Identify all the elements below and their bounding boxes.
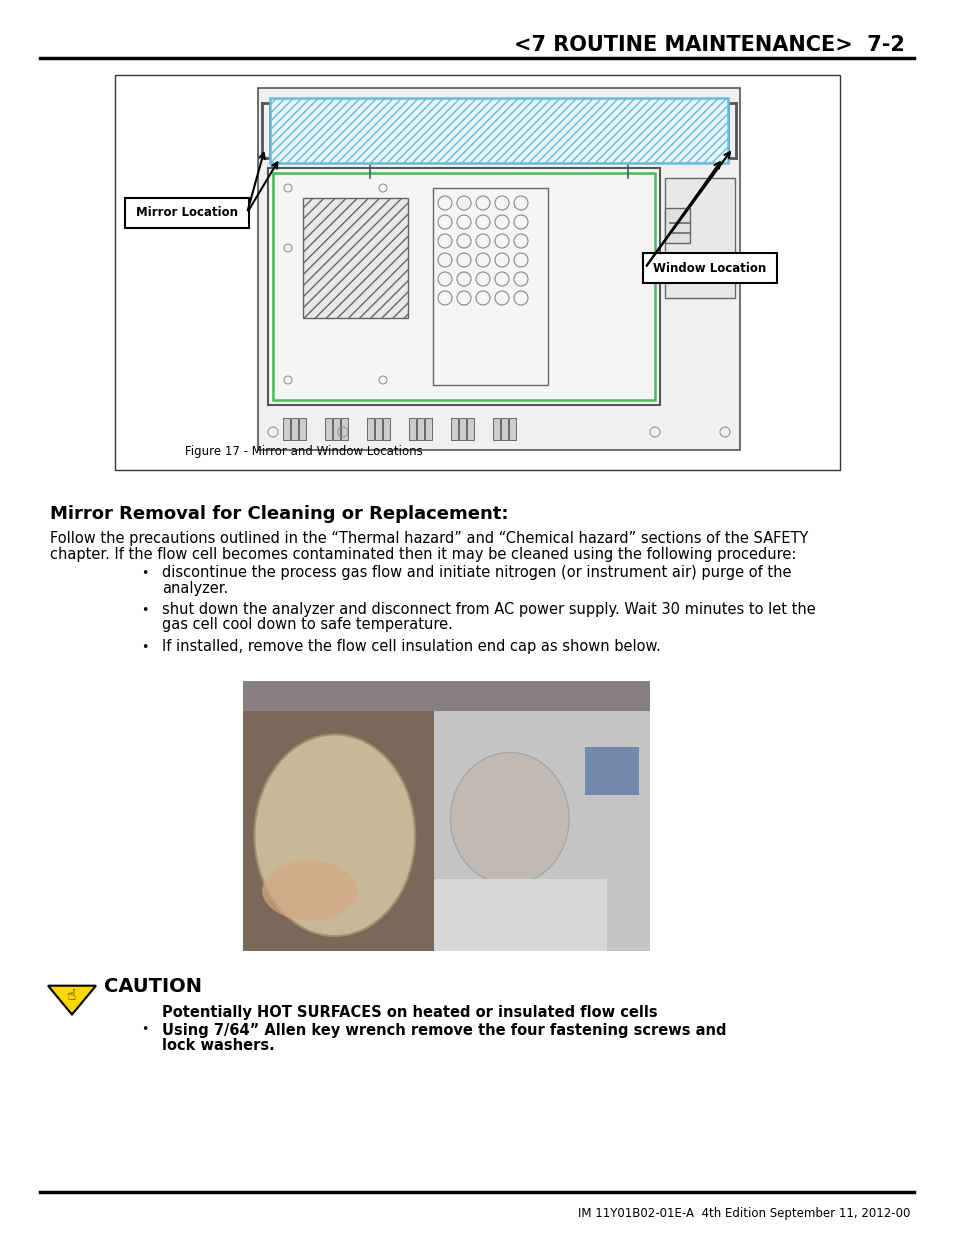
Bar bbox=[375, 417, 381, 440]
Bar bbox=[325, 417, 332, 440]
Text: Window Location: Window Location bbox=[653, 262, 766, 274]
Bar bbox=[243, 680, 649, 951]
Text: ☝: ☝ bbox=[68, 988, 76, 1003]
FancyBboxPatch shape bbox=[642, 253, 776, 283]
Bar bbox=[424, 417, 432, 440]
Bar bbox=[268, 168, 659, 405]
Bar bbox=[333, 417, 339, 440]
Text: •: • bbox=[141, 567, 149, 580]
Text: •: • bbox=[141, 604, 149, 618]
Bar bbox=[493, 417, 499, 440]
Text: Using 7/64” Allen key wrench remove the four fastening screws and: Using 7/64” Allen key wrench remove the … bbox=[162, 1023, 726, 1037]
Ellipse shape bbox=[262, 861, 357, 920]
Bar bbox=[257, 88, 740, 450]
Text: discontinue the process gas flow and initiate nitrogen (or instrument air) purge: discontinue the process gas flow and ini… bbox=[162, 564, 791, 580]
Bar bbox=[115, 75, 840, 471]
Bar bbox=[664, 178, 734, 298]
Bar bbox=[585, 746, 639, 794]
Text: chapter. If the flow cell becomes contaminated then it may be cleaned using the : chapter. If the flow cell becomes contam… bbox=[50, 547, 796, 562]
Text: If installed, remove the flow cell insulation end cap as shown below.: If installed, remove the flow cell insul… bbox=[162, 638, 660, 655]
Bar bbox=[298, 417, 306, 440]
Bar bbox=[291, 417, 297, 440]
Bar bbox=[340, 417, 348, 440]
Text: •: • bbox=[141, 1023, 149, 1035]
Text: •: • bbox=[141, 641, 149, 655]
Bar bbox=[458, 417, 465, 440]
Ellipse shape bbox=[450, 752, 569, 884]
Text: Follow the precautions outlined in the “Thermal hazard” and “Chemical hazard” se: Follow the precautions outlined in the “… bbox=[50, 531, 807, 546]
Text: lock washers.: lock washers. bbox=[162, 1037, 274, 1053]
Text: gas cell cool down to safe temperature.: gas cell cool down to safe temperature. bbox=[162, 618, 453, 632]
Bar bbox=[366, 175, 374, 183]
Bar bbox=[509, 417, 516, 440]
Text: Potentially HOT SURFACES on heated or insulated flow cells: Potentially HOT SURFACES on heated or in… bbox=[162, 1004, 657, 1020]
Bar bbox=[500, 417, 507, 440]
Bar bbox=[664, 207, 689, 243]
Text: Mirror Removal for Cleaning or Replacement:: Mirror Removal for Cleaning or Replaceme… bbox=[50, 505, 508, 522]
Bar bbox=[243, 680, 649, 710]
Ellipse shape bbox=[254, 735, 415, 936]
Bar bbox=[243, 710, 434, 951]
Bar bbox=[382, 417, 390, 440]
Text: Mirror Location: Mirror Location bbox=[136, 206, 237, 220]
Text: IM 11Y01B02-01E-A  4th Edition September 11, 2012-00: IM 11Y01B02-01E-A 4th Edition September … bbox=[577, 1207, 909, 1219]
Bar bbox=[467, 417, 474, 440]
Bar bbox=[273, 173, 655, 400]
Text: <7 ROUTINE MAINTENANCE>  7-2: <7 ROUTINE MAINTENANCE> 7-2 bbox=[514, 35, 904, 56]
Polygon shape bbox=[48, 986, 96, 1014]
Bar bbox=[416, 417, 423, 440]
FancyBboxPatch shape bbox=[125, 198, 249, 228]
Text: CAUTION: CAUTION bbox=[104, 977, 202, 997]
Bar bbox=[623, 175, 631, 183]
Bar bbox=[270, 98, 727, 163]
Bar bbox=[434, 710, 649, 951]
Text: analyzer.: analyzer. bbox=[162, 580, 228, 595]
Bar bbox=[451, 417, 457, 440]
Bar bbox=[409, 417, 416, 440]
Text: shut down the analyzer and disconnect from AC power supply. Wait 30 minutes to l: shut down the analyzer and disconnect fr… bbox=[162, 601, 815, 618]
Bar bbox=[433, 188, 547, 385]
Text: Figure 17 - Mirror and Window Locations: Figure 17 - Mirror and Window Locations bbox=[185, 446, 422, 458]
Bar bbox=[434, 878, 606, 951]
Bar bbox=[303, 198, 408, 317]
Bar bbox=[367, 417, 374, 440]
Bar bbox=[283, 417, 290, 440]
